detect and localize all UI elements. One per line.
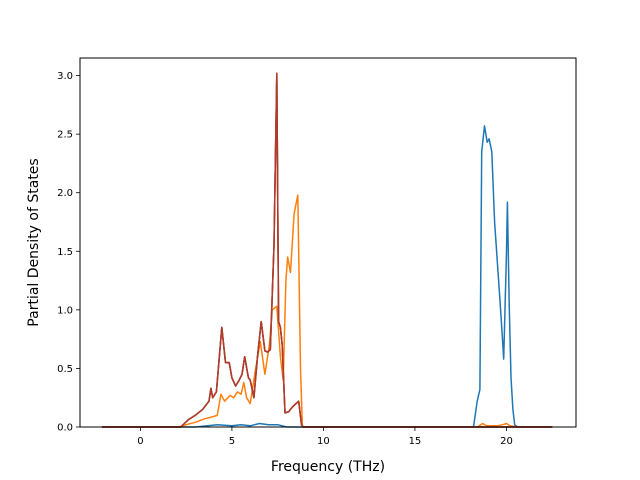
x-tick-label: 20 <box>500 436 513 447</box>
y-tick-label: 0.5 <box>57 364 73 375</box>
x-tick-label: 5 <box>229 436 235 447</box>
series-line-5 <box>102 72 553 428</box>
series-line-1 <box>102 125 553 428</box>
y-axis: 0.0 0.5 1.0 1.5 2.0 2.5 3.0 <box>57 71 80 434</box>
x-tick-label: 0 <box>137 436 143 447</box>
x-tick-label: 15 <box>409 436 422 447</box>
y-tick-label: 3.0 <box>57 71 73 82</box>
x-tick-label: 10 <box>317 436 330 447</box>
x-axis: 0 5 10 15 20 <box>137 427 513 447</box>
y-tick-label: 1.0 <box>57 305 73 316</box>
plot-frame <box>79 57 577 428</box>
x-axis-title: Frequency (THz) <box>271 459 385 475</box>
y-tick-label: 0.0 <box>57 423 73 434</box>
y-tick-label: 2.0 <box>57 188 73 199</box>
y-axis-title: Partial Density of States <box>26 158 42 326</box>
y-tick-label: 1.5 <box>57 247 73 258</box>
series-layer <box>102 72 553 428</box>
y-tick-label: 2.5 <box>57 130 73 141</box>
